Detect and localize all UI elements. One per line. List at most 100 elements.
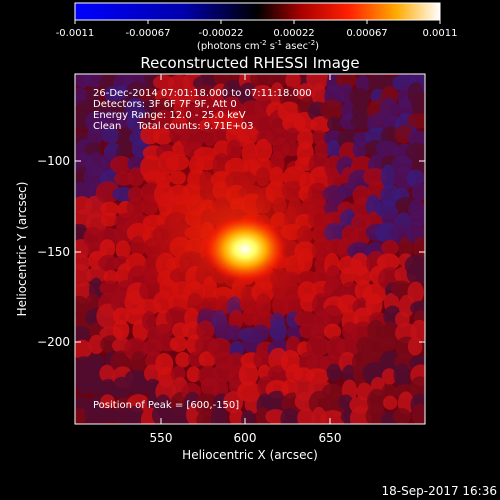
image-pixel — [365, 292, 383, 317]
image-pixel — [153, 128, 174, 145]
image-pixel — [229, 408, 244, 424]
image-pixel — [169, 336, 188, 352]
x-axis-label: Heliocentric X (arcsec) — [182, 448, 318, 462]
image-pixel — [113, 307, 130, 325]
y-tick-label: −100 — [37, 154, 70, 168]
image-pixel — [380, 164, 396, 189]
image-pixel — [335, 74, 357, 88]
info-annotation: 26-Dec-2014 07:01:18.000 to 07:11:18.000… — [93, 88, 312, 132]
image-pixel — [220, 96, 246, 117]
x-tick-label: 600 — [234, 431, 257, 445]
image-pixel — [129, 377, 148, 397]
image-pixel — [175, 351, 191, 368]
colorbar-gradient — [74, 2, 441, 21]
x-tick-label: 650 — [319, 431, 342, 445]
image-pixel — [255, 407, 270, 424]
image-pixel — [100, 127, 122, 144]
image-pixel — [379, 336, 396, 353]
colorbar-tick-label: -0.0011 — [56, 28, 95, 39]
image-pixel — [196, 410, 216, 424]
image-pixel — [348, 87, 371, 105]
image-pixel — [253, 111, 273, 133]
image-pixel — [352, 139, 368, 160]
image-pixel — [127, 405, 144, 424]
flare-source — [203, 215, 287, 283]
image-pixel — [322, 304, 342, 328]
image-pixel — [127, 155, 145, 173]
image-pixel — [320, 99, 343, 121]
image-pixel — [98, 254, 119, 272]
image-pixel — [154, 323, 175, 338]
image-pixel — [411, 182, 425, 202]
image-pixel — [100, 212, 118, 227]
image-pixel — [410, 319, 425, 342]
image-pixel — [112, 319, 130, 341]
image-pixel — [83, 405, 107, 424]
image-pixel — [326, 116, 342, 132]
image-pixel — [407, 337, 423, 356]
image-pixel — [375, 140, 400, 157]
image-pixel — [376, 253, 400, 271]
image-pixel — [141, 311, 157, 331]
image-pixel — [154, 109, 175, 135]
image-pixel — [100, 201, 120, 217]
colorbar-tick-label: 0.0011 — [423, 28, 458, 39]
image-pixel — [152, 98, 177, 115]
image-pixel — [117, 127, 134, 150]
colorbar-units: (photons cm-2 s-1 asec-2) — [197, 39, 319, 52]
chart-title: Reconstructed RHESSI Image — [140, 54, 359, 72]
image-pixel — [412, 237, 425, 259]
image-pixel — [109, 155, 133, 174]
image-pixel — [381, 384, 397, 399]
image-pixel — [367, 319, 385, 342]
image-pixel — [75, 263, 92, 288]
image-pixel — [266, 74, 289, 87]
image-pixel — [407, 281, 424, 304]
image-pixel — [240, 410, 256, 424]
image-pixel — [75, 326, 91, 342]
peak-position-label: Position of Peak = [600,-150] — [93, 400, 239, 411]
plot-frame — [74, 73, 426, 425]
image-pixel — [285, 74, 301, 90]
image-pixel — [390, 280, 413, 298]
image-pixel — [411, 403, 425, 424]
image-pixel — [75, 182, 94, 199]
colorbar-tick-label: 0.00022 — [273, 28, 314, 39]
info-total-counts: Clean Total counts: 9.71E+03 — [93, 121, 253, 132]
image-pixel — [310, 115, 333, 133]
colorbar: -0.0011 -0.00067 -0.00022 0.00022 0.0006… — [56, 2, 458, 52]
image-pixel — [410, 376, 425, 399]
image-pixel — [365, 404, 386, 424]
image-pixel — [393, 363, 411, 387]
image-pixel — [99, 239, 116, 259]
image-pixel — [284, 127, 300, 144]
image-pixel — [75, 339, 93, 359]
colorbar-tick-label: -0.00022 — [199, 28, 244, 39]
image-pixel — [406, 263, 425, 285]
image-pixel — [381, 368, 397, 385]
info-time-range: 26-Dec-2014 07:01:18.000 to 07:11:18.000 — [93, 88, 312, 99]
image-pixel — [86, 266, 108, 283]
info-energy-range: Energy Range: 12.0 - 25.0 keV — [93, 110, 246, 121]
image-pixel — [99, 280, 121, 296]
image-pixel — [310, 322, 328, 340]
image-pixel — [305, 335, 331, 357]
image-pixel — [99, 364, 115, 383]
image-pixel — [100, 394, 115, 410]
image-pixel — [96, 110, 122, 132]
image-pixel — [253, 349, 270, 369]
image-pixel — [406, 169, 425, 188]
y-axis-label: Heliocentric Y (arcsec) — [15, 182, 29, 317]
image-pixel — [130, 350, 146, 374]
image-pixel — [352, 266, 373, 286]
colorbar-tick-label: 0.00067 — [346, 28, 387, 39]
x-axis-ticks — [160, 74, 331, 424]
image-pixel — [308, 390, 331, 416]
image-pixel — [151, 403, 175, 424]
image-pixel — [398, 236, 413, 260]
colorbar-tick-label: -0.00067 — [126, 28, 171, 39]
image-pixel — [323, 323, 342, 340]
image-pixel — [392, 408, 412, 424]
image-pixel — [412, 150, 425, 175]
